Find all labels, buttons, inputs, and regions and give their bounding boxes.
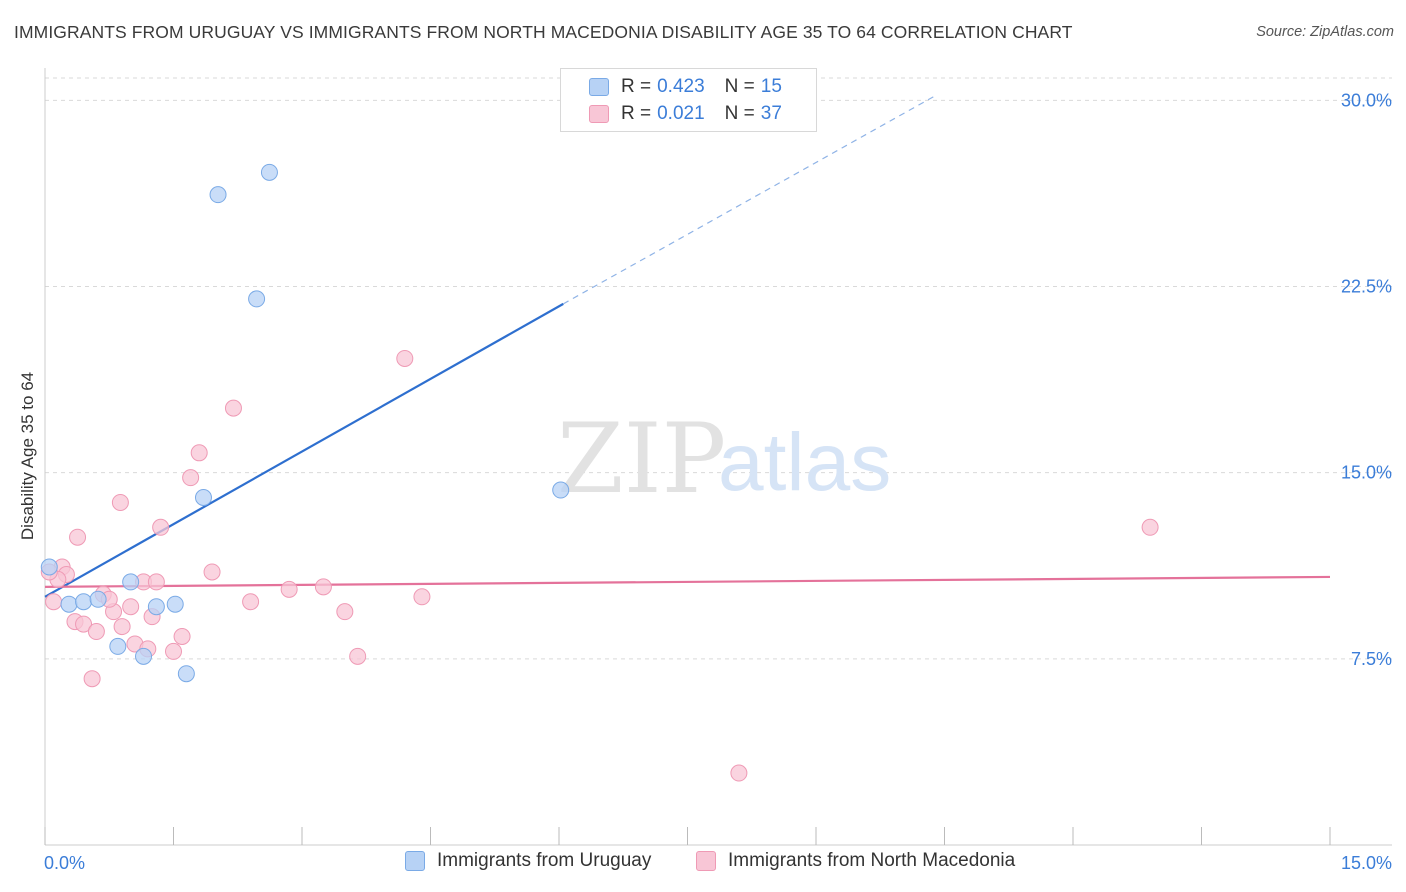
legend-swatch-macedonia xyxy=(589,105,609,123)
macedonia-point xyxy=(730,764,748,782)
y-tick-label: 22.5% xyxy=(1341,277,1392,297)
macedonia-point xyxy=(314,578,332,596)
x-tick-label: 0.0% xyxy=(44,853,85,873)
macedonia-point xyxy=(396,349,414,367)
legend-r-value: 0.021 xyxy=(657,103,705,124)
uruguay-point xyxy=(248,290,266,308)
macedonia-point xyxy=(224,399,242,417)
series-swatch-macedonia xyxy=(696,851,716,871)
uruguay-point xyxy=(122,573,140,591)
watermark-atlas: atlas xyxy=(718,417,891,508)
series-legend-macedonia[interactable]: Immigrants from North Macedonia xyxy=(696,850,1015,872)
uruguay-point xyxy=(60,595,78,613)
macedonia-point xyxy=(83,670,101,688)
macedonia-point xyxy=(190,444,208,462)
macedonia-point xyxy=(182,469,200,487)
series-label-macedonia: Immigrants from North Macedonia xyxy=(728,850,1016,871)
macedonia-point xyxy=(173,627,191,645)
legend-swatch-uruguay xyxy=(589,78,609,96)
source-credit: Source: ZipAtlas.com xyxy=(1256,24,1394,40)
series-legend: Immigrants from Uruguay Immigrants from … xyxy=(0,850,1406,878)
legend-r-value: 0.423 xyxy=(657,76,705,97)
macedonia-point xyxy=(147,573,165,591)
correlation-legend: R = 0.423 N = 15 R = 0.021 N = 37 xyxy=(560,68,817,132)
series-legend-uruguay[interactable]: Immigrants from Uruguay xyxy=(405,850,651,872)
uruguay-point xyxy=(109,637,127,655)
uruguay-point xyxy=(260,163,278,181)
y-tick-label: 30.0% xyxy=(1341,90,1392,110)
macedonia-point xyxy=(69,528,87,546)
macedonia-point xyxy=(111,493,129,511)
macedonia-point xyxy=(122,598,140,616)
watermark-zip: ZIP xyxy=(557,403,726,515)
macedonia-point xyxy=(1141,518,1159,536)
macedonia-point xyxy=(242,593,260,611)
uruguay-point xyxy=(194,488,212,506)
series-swatch-uruguay xyxy=(405,851,425,871)
uruguay-point xyxy=(147,598,165,616)
y-tick-label: 7.5% xyxy=(1351,649,1392,669)
legend-r-label: R = xyxy=(621,103,652,124)
y-axis-label: Disability Age 35 to 64 xyxy=(18,371,37,541)
y-tick-label: 15.0% xyxy=(1341,463,1392,483)
macedonia-point xyxy=(203,563,221,581)
macedonia-point xyxy=(349,647,367,665)
macedonia-point xyxy=(87,623,105,641)
uruguay-point xyxy=(166,595,184,613)
uruguay-point xyxy=(552,481,570,499)
macedonia-point xyxy=(113,618,131,636)
macedonia-point xyxy=(165,642,182,660)
macedonia-point xyxy=(280,580,298,598)
legend-n-value: 37 xyxy=(760,103,782,124)
uruguay-point xyxy=(135,647,153,665)
x-tick-label: 15.0% xyxy=(1341,853,1392,873)
macedonia-point xyxy=(152,518,170,536)
uruguay-point xyxy=(209,186,227,204)
uruguay-point xyxy=(177,665,195,683)
macedonia-point xyxy=(413,588,431,606)
macedonia-point xyxy=(336,603,354,621)
legend-n-label: N = xyxy=(724,76,755,97)
macedonia-point xyxy=(75,615,93,633)
legend-n-label: N = xyxy=(724,103,755,124)
uruguay-trend-extension xyxy=(562,94,937,305)
uruguay-point xyxy=(40,558,58,576)
macedonia-trend-line xyxy=(44,575,1331,588)
legend-n-value: 15 xyxy=(760,76,782,97)
series-label-uruguay: Immigrants from Uruguay xyxy=(437,850,652,871)
macedonia-point xyxy=(45,593,63,611)
legend-r-label: R = xyxy=(621,76,652,97)
chart-title: IMMIGRANTS FROM URUGUAY VS IMMIGRANTS FR… xyxy=(14,22,1073,42)
legend-row-uruguay: R = 0.423 N = 15 xyxy=(589,74,782,100)
uruguay-point xyxy=(89,590,107,608)
legend-row-macedonia: R = 0.021 N = 37 xyxy=(589,101,782,127)
uruguay-trend-line xyxy=(44,302,564,598)
uruguay-point xyxy=(75,593,93,611)
